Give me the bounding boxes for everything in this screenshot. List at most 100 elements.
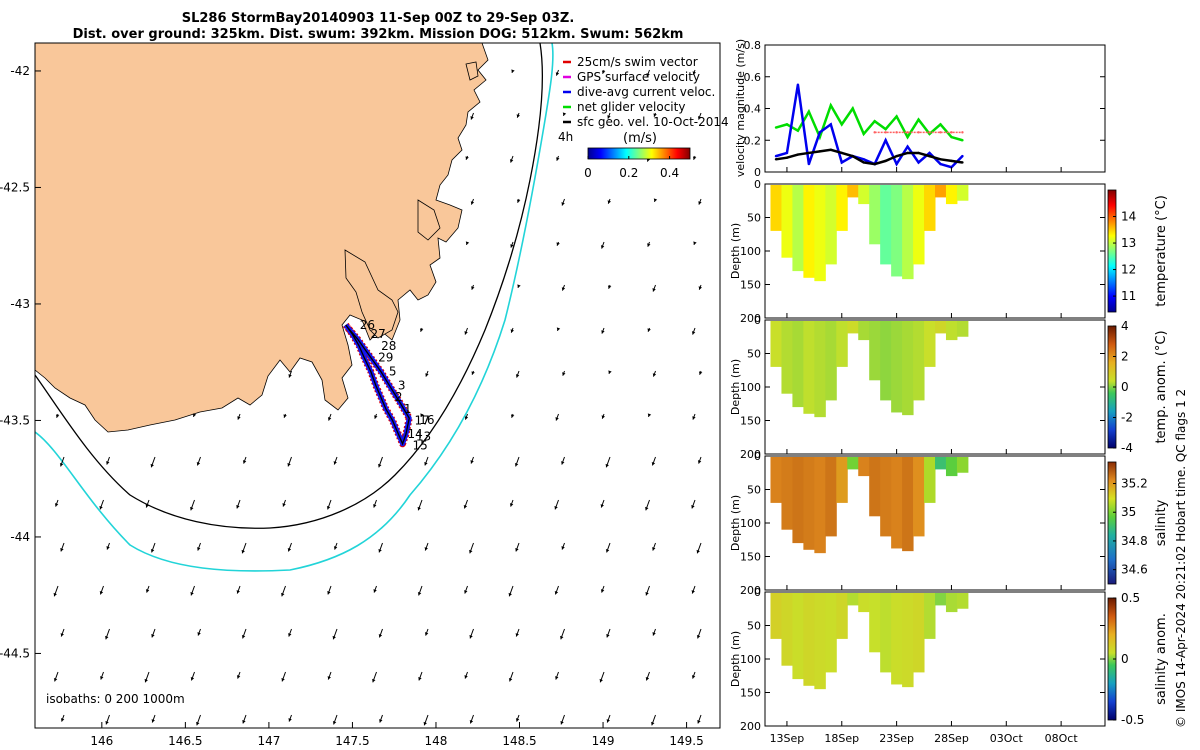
- flow-arrow-head: [692, 156, 697, 160]
- section-y-tick-label-temperature-0: 0: [754, 178, 761, 191]
- time-axis-label-5: 08Oct: [1045, 732, 1079, 745]
- flow-arrow-head: [653, 113, 657, 117]
- flow-arrow-head: [691, 331, 696, 335]
- flow-arrow-149: [508, 671, 514, 682]
- section-column-temperature-4: [814, 185, 826, 282]
- flow-arrow-48: [608, 370, 612, 374]
- isobath-200m: [35, 43, 544, 529]
- flow-arrow-12: [509, 155, 514, 163]
- flow-arrow-head: [424, 462, 428, 466]
- section-column-salinity-15: [935, 457, 947, 470]
- flow-arrow-head: [419, 328, 424, 332]
- section-column-temperature-7: [847, 185, 859, 198]
- velocity-point-0-0: [774, 126, 778, 129]
- track-day-label-4: 5: [389, 365, 397, 379]
- section-column-temperature-16: [945, 185, 958, 205]
- section-panel-temperature: 0 50 100 150 200 Depth (m) 14 13 12 11 temperature…: [729, 178, 1169, 325]
- section-column-salinity-1: [781, 457, 793, 530]
- flow-arrow-head: [236, 505, 240, 509]
- flow-arrow-head: [196, 721, 200, 726]
- section-column-temperature-1: [781, 185, 793, 258]
- flow-arrow-52: [192, 413, 197, 417]
- flow-arrow-head: [515, 374, 520, 378]
- velocity-point-3-0: [774, 158, 778, 161]
- speed-colorbar-tick-label-1: 0.2: [619, 166, 638, 180]
- flow-arrow-36: [464, 327, 468, 335]
- flow-arrow-81: [145, 499, 150, 508]
- section-y-label-temp_anomaly: Depth (m): [729, 359, 742, 415]
- speed-colorbar-tick-label-0: 0: [584, 166, 592, 180]
- section-column-salinity-5: [825, 457, 837, 537]
- flow-arrow-111: [145, 585, 150, 593]
- velocity-point-3-10: [884, 159, 887, 163]
- flow-arrow-82: [190, 499, 195, 511]
- flow-arrow-head: [464, 331, 468, 335]
- flow-arrow-28: [693, 241, 697, 245]
- flow-arrow-156: [151, 714, 156, 723]
- flow-arrow-20: [607, 198, 612, 204]
- section-column-temperature-15: [935, 185, 947, 198]
- velocity-point-0-10: [884, 127, 887, 131]
- flow-arrow-147: [418, 671, 423, 681]
- section-y-tick-label-temp_anomaly-4: 200: [740, 448, 761, 461]
- section-colorbar-label-temperature: temperature (°C): [1154, 195, 1169, 307]
- flow-arrow-head: [424, 632, 429, 636]
- flow-arrow-143: [236, 671, 241, 679]
- section-y-tick-label-temp_anomaly-2: 100: [740, 381, 761, 394]
- flow-arrow-head: [514, 462, 519, 467]
- flow-arrow-head: [287, 548, 292, 552]
- flow-arrow-head: [510, 244, 514, 248]
- velocity-y-ticks: 0 0.2 0.4 0.6 0.8: [744, 39, 1105, 179]
- flow-arrow-74: [514, 456, 520, 467]
- velocity-point-1-16: [950, 131, 953, 134]
- map-y-tick-label-1: -42.5: [0, 180, 30, 194]
- flow-arrow-30: [517, 284, 521, 288]
- isobath-1000m: [35, 43, 554, 572]
- section-column-salinity_anomaly-8: [858, 593, 870, 613]
- flow-arrow-head: [693, 241, 697, 245]
- flow-arrow-101: [378, 542, 383, 553]
- flow-arrow-35: [419, 327, 424, 332]
- velocity-point-2-10: [884, 139, 887, 142]
- flow-arrow-63: [692, 413, 696, 420]
- track-day-label-0: 26: [360, 318, 375, 332]
- section-y-tick-label-temperature-3: 150: [740, 279, 761, 292]
- flow-arrow-49: [652, 370, 657, 377]
- flow-arrow-53: [237, 413, 241, 420]
- flow-arrow-head: [53, 592, 57, 597]
- velocity-panel: 0 0.2 0.4 0.6 0.8 velocity magnitude (m/s): [734, 39, 1106, 179]
- section-colorbar-tick-label-temp_anomaly-4: -4: [1121, 441, 1133, 455]
- section-column-temperature-9: [869, 185, 881, 245]
- section-y-tick-label-salinity_anomaly-4: 200: [740, 720, 761, 733]
- flow-arrow-118: [464, 585, 468, 594]
- flow-arrow-head: [288, 718, 292, 722]
- isobaths-label: isobaths: 0 200 1000m: [46, 692, 185, 706]
- flow-arrow-head: [561, 287, 566, 291]
- section-y-tick-label-temperature-4: 200: [740, 312, 761, 325]
- section-colorbar-tick-label-temperature-0: 14: [1121, 210, 1136, 224]
- flow-arrow-head: [652, 288, 656, 292]
- map-y-tick-label-0: -42: [10, 64, 30, 78]
- section-column-salinity_anomaly-14: [924, 593, 936, 639]
- speed-colorbar-label: (m/s): [623, 131, 657, 146]
- section-column-salinity_anomaly-16: [945, 593, 958, 613]
- velocity-point-1-17: [961, 131, 964, 134]
- section-column-salinity_anomaly-17: [956, 593, 969, 609]
- flow-arrow-70: [333, 456, 338, 465]
- flow-arrow-head: [423, 721, 427, 726]
- velocity-point-3-6: [840, 151, 843, 155]
- section-y-tick-label-temp_anomaly-1: 50: [747, 348, 761, 361]
- flow-arrow-22: [698, 198, 702, 205]
- flow-arrow-38: [556, 327, 561, 331]
- credit-text: © IMOS 14-Apr-2024 20:21:02 Hobart time.…: [1174, 389, 1188, 728]
- flow-arrow-127: [197, 628, 201, 636]
- flow-arrow-head: [652, 632, 656, 636]
- flow-arrow-head: [373, 589, 377, 593]
- section-colorbar-tick-label-salinity_anomaly-0: 0.5: [1121, 591, 1140, 605]
- section-colorbar-tick-label-salinity-3: 34.6: [1121, 563, 1148, 577]
- legend-label-2: dive-avg current veloc.: [577, 85, 715, 99]
- flow-arrow-head: [607, 285, 612, 289]
- flow-arrow-head: [372, 678, 376, 683]
- flow-arrow-27: [647, 241, 651, 247]
